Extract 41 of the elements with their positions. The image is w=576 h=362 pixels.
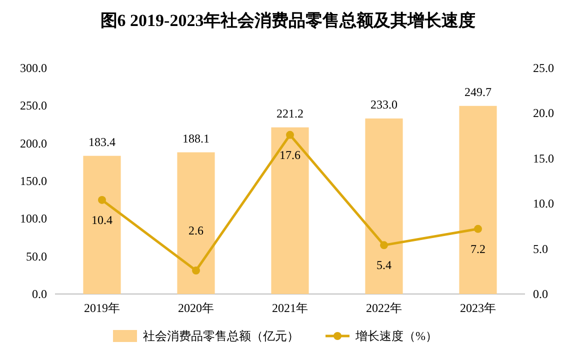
data-label: 183.4 [88,134,116,149]
point [192,266,200,274]
y2-tick-label: 20.0 [533,106,554,120]
point [286,130,294,139]
y2-tick-label: 0.0 [533,287,548,301]
data-label: 17.6 [280,148,300,162]
y2-tick-label: 10.0 [533,196,554,211]
data-label: 10.4 [92,212,112,227]
bar [271,127,309,294]
x-tick-label: 2019年 [84,301,120,315]
data-label: 233.0 [370,97,398,112]
x-tick-label: 2022年 [366,301,402,315]
y2-tick-label: 5.0 [533,242,548,256]
y-tick-label: 50.0 [26,249,47,264]
x-tick-label: 2023年 [460,301,496,315]
data-label: 7.2 [470,242,486,256]
bar [459,106,497,294]
chart-title: 图6 2019-2023年社会消费品零售总额及其增长速度 [100,11,476,30]
x-tick-label: 2021年 [272,301,308,315]
data-label: 5.4 [376,258,392,272]
y-tick-label: 150.0 [20,174,47,188]
y2-tick-label: 15.0 [533,151,554,166]
point [474,224,482,233]
point [98,196,106,204]
x-tick-label: 2020年 [178,301,214,315]
y-tick-label: 0.0 [32,287,47,301]
data-label: 221.2 [276,106,304,120]
bar [365,118,403,294]
data-label: 188.1 [182,131,210,146]
bar [177,152,215,294]
data-label: 249.7 [464,84,492,99]
point [380,241,388,250]
y-tick-label: 100.0 [20,212,47,226]
bar [83,156,121,294]
y2-tick-label: 25.0 [533,61,554,75]
y-tick-label: 200.0 [20,136,47,150]
legend-label: 社会消费品零售总额（亿元） [143,329,299,343]
legend-label: 增长速度（%） [354,329,438,343]
y-tick-label: 300.0 [20,61,47,75]
data-label: 2.6 [188,223,204,238]
y-tick-label: 250.0 [20,98,47,113]
